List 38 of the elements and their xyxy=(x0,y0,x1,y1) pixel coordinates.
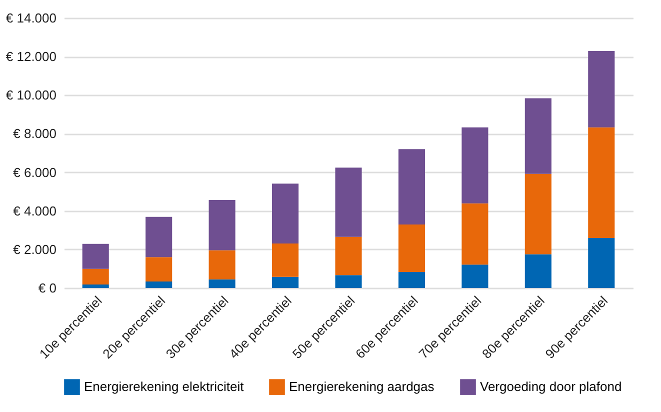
legend-label: Vergoeding door plafond xyxy=(480,379,622,394)
legend-label: Energierekening elektriciteit xyxy=(84,379,244,394)
bar xyxy=(272,243,299,277)
bar xyxy=(398,149,425,225)
y-tick-label: € 8.000 xyxy=(13,126,56,142)
y-tick-label: € 6.000 xyxy=(13,164,56,180)
y-tick-label: € 4.000 xyxy=(13,203,56,218)
bar xyxy=(588,238,615,288)
legend-label: Energierekening aardgas xyxy=(289,379,435,394)
bar xyxy=(208,279,236,288)
bar xyxy=(588,50,615,128)
bar xyxy=(208,200,236,250)
y-tick-label: € 0 xyxy=(38,280,56,296)
bar xyxy=(208,250,236,280)
bar xyxy=(82,244,109,269)
bar xyxy=(335,275,362,288)
y-tick-label: € 14.000 xyxy=(6,10,56,26)
bar xyxy=(462,203,488,265)
bar xyxy=(82,268,109,285)
bar xyxy=(335,168,362,237)
bar xyxy=(524,174,552,254)
bar xyxy=(146,216,172,258)
bar xyxy=(398,224,425,272)
bar xyxy=(272,184,299,244)
bar xyxy=(272,276,299,288)
bar xyxy=(524,98,552,174)
y-tick-label: € 12.000 xyxy=(6,49,56,64)
y-tick-label: € 10.000 xyxy=(6,88,56,103)
bar xyxy=(462,264,488,288)
bar xyxy=(588,127,615,238)
bar xyxy=(335,236,362,276)
bar xyxy=(146,257,172,282)
bar xyxy=(82,284,109,288)
bar xyxy=(524,254,552,288)
bar xyxy=(462,127,488,204)
bar xyxy=(398,272,425,288)
bar xyxy=(146,281,172,288)
y-tick-label: € 2.000 xyxy=(13,242,56,257)
